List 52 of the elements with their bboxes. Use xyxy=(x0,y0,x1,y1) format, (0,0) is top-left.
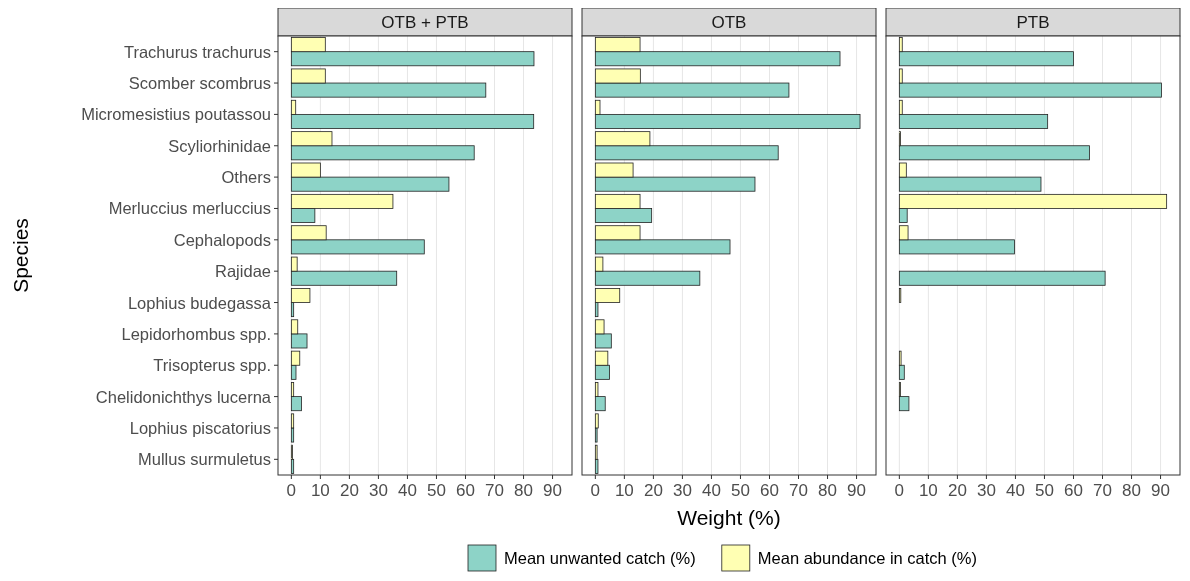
y-axis-title: Species xyxy=(9,218,32,293)
y-tick-label: Scomber scombrus xyxy=(128,74,271,93)
x-tick-label: 10 xyxy=(918,481,938,500)
x-tick-label: 50 xyxy=(1035,481,1054,500)
y-tick-label: Merluccius merluccius xyxy=(108,199,271,218)
x-tick-label: 60 xyxy=(760,481,779,500)
x-tick-label: 50 xyxy=(731,481,750,500)
x-tick-label: 80 xyxy=(818,481,837,500)
x-tick-label: 0 xyxy=(590,481,601,500)
y-tick-label: Scyliorhinidae xyxy=(168,136,271,155)
x-tick-label: 40 xyxy=(1005,481,1025,500)
x-tick-label: 10 xyxy=(310,481,330,500)
legend-label: Mean abundance in catch (%) xyxy=(757,549,978,567)
x-tick-label: 60 xyxy=(1064,481,1083,500)
x-tick-label: 50 xyxy=(427,481,446,500)
y-tick-label: Mullus surmuletus xyxy=(138,450,271,469)
x-tick-label: 30 xyxy=(368,481,388,500)
x-tick-label: 80 xyxy=(514,481,533,500)
x-tick-label: 0 xyxy=(894,481,905,500)
y-tick-label: Lepidorhombus spp. xyxy=(121,324,271,343)
x-tick-label: 30 xyxy=(976,481,996,500)
x-tick-label: 90 xyxy=(543,481,563,500)
x-tick-label: 90 xyxy=(1151,481,1171,500)
x-tick-label: 30 xyxy=(672,481,692,500)
x-tick-label: 10 xyxy=(614,481,634,500)
y-tick-label: Micromesistius poutassou xyxy=(81,105,271,124)
y-tick-label: Chelidonichthys lucerna xyxy=(95,387,272,406)
y-tick-label: Lophius piscatorius xyxy=(129,418,271,437)
x-tick-label: 40 xyxy=(397,481,417,500)
chart-title: OTB + PTB xyxy=(381,13,469,32)
x-tick-label: 20 xyxy=(643,481,663,500)
legend-label: Mean unwanted catch (%) xyxy=(504,549,696,567)
x-tick-label: 70 xyxy=(1093,481,1112,500)
x-tick-label: 70 xyxy=(485,481,504,500)
x-tick-label: 60 xyxy=(456,481,475,500)
x-tick-label: 20 xyxy=(947,481,967,500)
x-tick-label: 90 xyxy=(847,481,867,500)
y-tick-label: Rajidae xyxy=(215,262,271,281)
y-tick-label: Cephalopods xyxy=(173,230,271,249)
chart-title: PTB xyxy=(1016,13,1050,32)
y-tick-label: Lophius budegassa xyxy=(127,293,272,312)
x-tick-label: 20 xyxy=(339,481,359,500)
x-tick-label: 0 xyxy=(286,481,297,500)
y-tick-label: Trisopterus spp. xyxy=(153,356,271,375)
x-tick-label: 40 xyxy=(701,481,721,500)
x-axis-title: Weight (%) xyxy=(677,506,781,529)
chart-title: OTB xyxy=(711,13,747,32)
bar xyxy=(898,270,1106,286)
y-tick-label: Others xyxy=(221,168,271,187)
y-tick-label: Trachurus trachurus xyxy=(123,42,271,61)
x-tick-label: 70 xyxy=(789,481,808,500)
x-tick-label: 80 xyxy=(1122,481,1141,500)
